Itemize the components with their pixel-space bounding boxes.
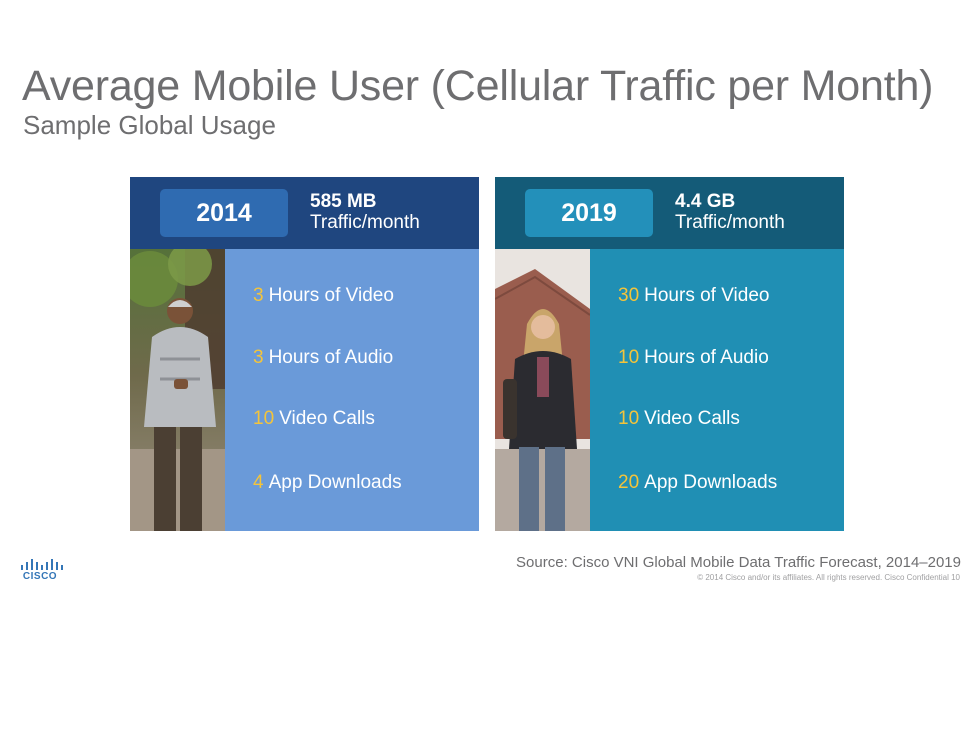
traffic-amount: 585 MB — [310, 191, 377, 212]
source-note: Source: Cisco VNI Global Mobile Data Tra… — [516, 554, 961, 571]
stat-audio: 3 Hours of Audio — [253, 347, 394, 368]
stat-audio: 10 Hours of Audio — [618, 347, 769, 368]
stat-app-downloads: 20 App Downloads — [618, 472, 778, 493]
panel-2014: 2014 585 MB Traffic/month — [130, 177, 479, 531]
cisco-bridge-icon — [21, 559, 63, 570]
traffic-unit: Traffic/month — [310, 212, 420, 233]
usage-stats: 3 Hours of Video 3 Hours of Audio 10 Video … — [225, 249, 479, 531]
copyright-note: © 2014 Cisco and/or its affiliates. All … — [697, 573, 960, 582]
panel-2019: 2019 4.4 GB Traffic/month 30 Hours of Vid… — [495, 177, 844, 531]
stat-video-calls: 10 Video Calls — [253, 408, 375, 429]
man-photo — [130, 249, 225, 531]
slide-title: Average Mobile User (Cellular Traffic pe… — [22, 62, 934, 110]
year-badge: 2014 — [160, 189, 288, 237]
traffic-unit: Traffic/month — [675, 212, 785, 233]
year-badge: 2019 — [525, 189, 653, 237]
slide-subtitle: Sample Global Usage — [23, 110, 276, 140]
traffic-summary: 585 MB Traffic/month — [310, 191, 420, 233]
cisco-logo: CISCO — [20, 558, 64, 584]
usage-stats: 30 Hours of Video 10 Hours of Audio 10 Vide… — [590, 249, 844, 531]
stat-video: 3 Hours of Video — [253, 285, 394, 306]
traffic-summary: 4.4 GB Traffic/month — [675, 191, 785, 233]
stat-video: 30 Hours of Video — [618, 285, 770, 306]
logo-word: CISCO — [22, 571, 58, 582]
panel-header: 2019 4.4 GB Traffic/month — [495, 177, 844, 249]
traffic-amount: 4.4 GB — [675, 191, 736, 212]
panel-header: 2014 585 MB Traffic/month — [130, 177, 479, 249]
stat-video-calls: 10 Video Calls — [618, 408, 740, 429]
woman-photo — [495, 249, 590, 531]
stat-app-downloads: 4 App Downloads — [253, 472, 402, 493]
